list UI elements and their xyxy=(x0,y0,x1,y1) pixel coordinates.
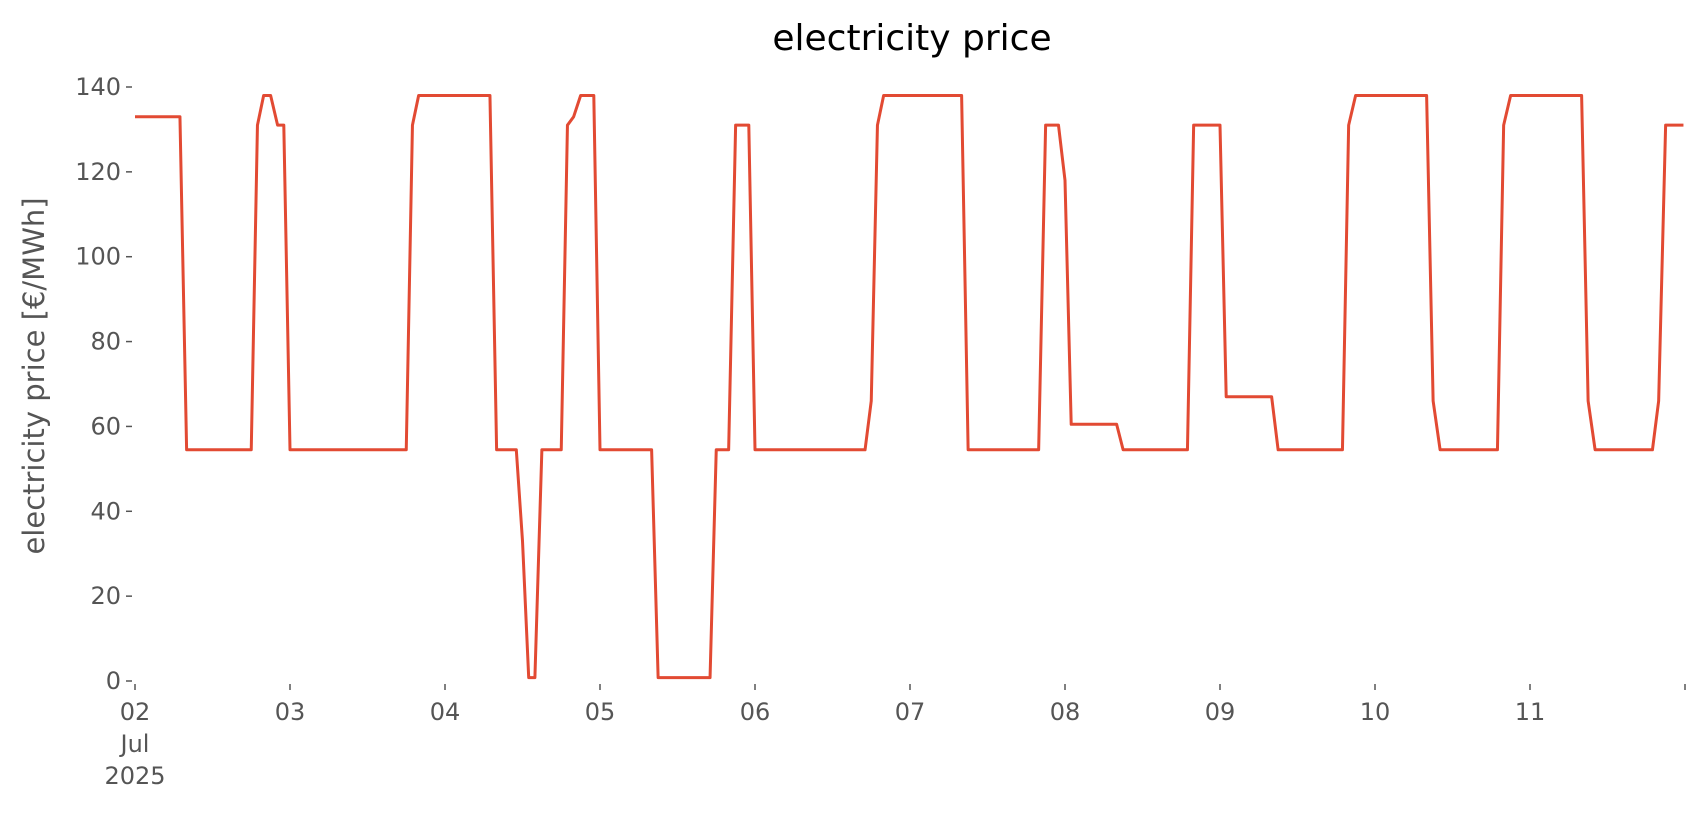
x-tick-label: 04 xyxy=(430,698,461,726)
y-tick-label: 140 xyxy=(75,73,121,101)
x-tick-label: 02 Jul 2025 xyxy=(104,698,165,790)
x-tick-label: 05 xyxy=(585,698,616,726)
y-tick-label: 60 xyxy=(90,412,121,440)
y-axis-label: electricity price [€/MWh] xyxy=(17,197,51,554)
x-tick-label: 10 xyxy=(1360,698,1391,726)
x-tick-label: 09 xyxy=(1205,698,1236,726)
y-tick-label: 80 xyxy=(90,328,121,356)
chart-title: electricity price xyxy=(772,18,1051,59)
x-tick-label: 08 xyxy=(1050,698,1081,726)
data-line xyxy=(135,93,1684,680)
x-tick-label: 11 xyxy=(1515,698,1546,726)
x-tick-label: 03 xyxy=(275,698,306,726)
y-tick-label: 0 xyxy=(106,667,121,695)
y-tick-label: 20 xyxy=(90,582,121,610)
y-tick-label: 120 xyxy=(75,158,121,186)
y-tick-label: 40 xyxy=(90,497,121,525)
y-tick-label: 100 xyxy=(75,243,121,271)
x-tick-label: 06 xyxy=(740,698,771,726)
x-tick-label: 07 xyxy=(895,698,926,726)
